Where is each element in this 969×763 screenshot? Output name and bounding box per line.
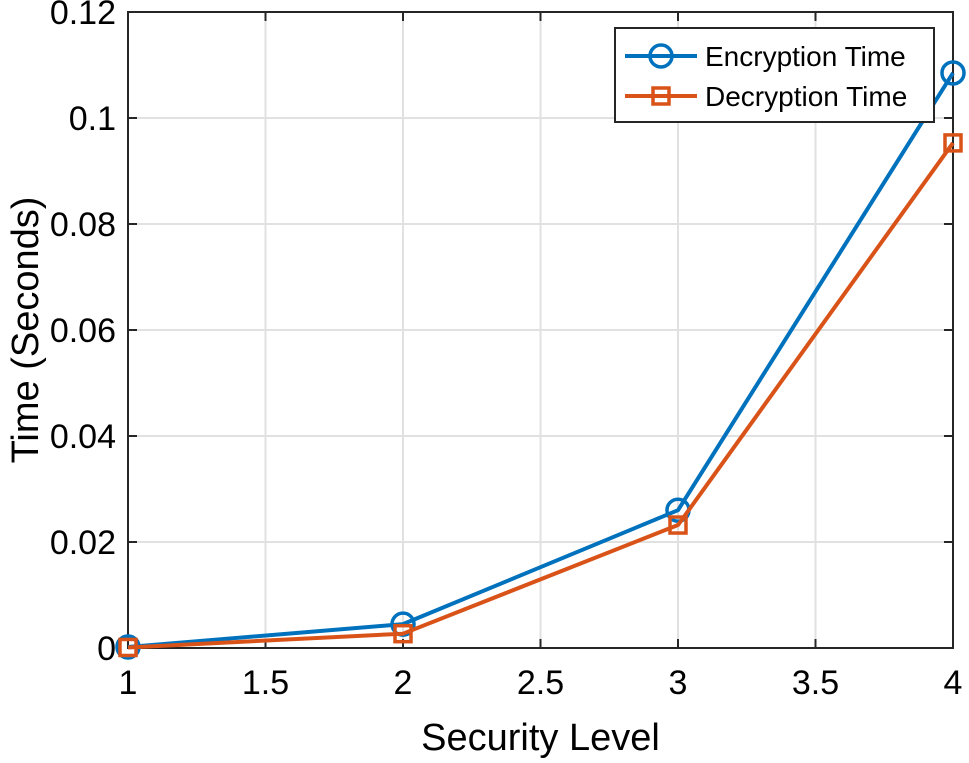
- legend-label: Decryption Time: [705, 81, 907, 112]
- data-point: [118, 637, 138, 658]
- legend-marker: [648, 43, 674, 69]
- x-tick-label: 3.5: [792, 664, 839, 702]
- data-point: [943, 133, 963, 153]
- x-tick-label: 2.5: [517, 664, 564, 702]
- legend-entry: Encryption Time: [625, 41, 906, 72]
- y-tick-label: 0.06: [50, 312, 116, 350]
- y-tick-label: 0.02: [50, 524, 116, 562]
- legend-box: [614, 27, 935, 123]
- y-axis-title: Time (Seconds): [5, 197, 47, 464]
- series-line: [127, 141, 955, 650]
- x-tick-label: 2: [394, 664, 413, 702]
- y-tick-label: 0.04: [50, 418, 116, 456]
- data-point: [940, 60, 966, 86]
- axes: [127, 11, 954, 649]
- y-tick-label: 0: [97, 630, 116, 668]
- x-tick-label: 1.5: [242, 664, 289, 702]
- y-tick-label: 0.1: [69, 100, 116, 138]
- legend: Encryption Time Decryption Time: [614, 27, 935, 123]
- x-tick-label: 1: [119, 664, 138, 702]
- x-axis-title: Security Level: [421, 717, 660, 758]
- legend-entry: Decryption Time: [625, 81, 907, 112]
- data-point: [668, 515, 688, 535]
- data-point: [393, 623, 413, 644]
- x-tick-label: 4: [944, 664, 963, 702]
- y-tick-label: 0.08: [50, 206, 116, 244]
- legend-marker: [651, 86, 671, 106]
- x-tick-label: 3: [669, 664, 688, 702]
- plot-frame: [127, 11, 954, 649]
- tick-labels: 1 1.5 2 2.5 3 3.5 4 0 0.02 0.04 0.06 0.08 0.1 0.12: [50, 0, 963, 702]
- series-layer: [115, 60, 966, 660]
- series-2: [118, 133, 963, 658]
- y-tick-label: 0.12: [50, 0, 116, 32]
- series-line: [127, 71, 955, 649]
- legend-label: Encryption Time: [705, 41, 906, 72]
